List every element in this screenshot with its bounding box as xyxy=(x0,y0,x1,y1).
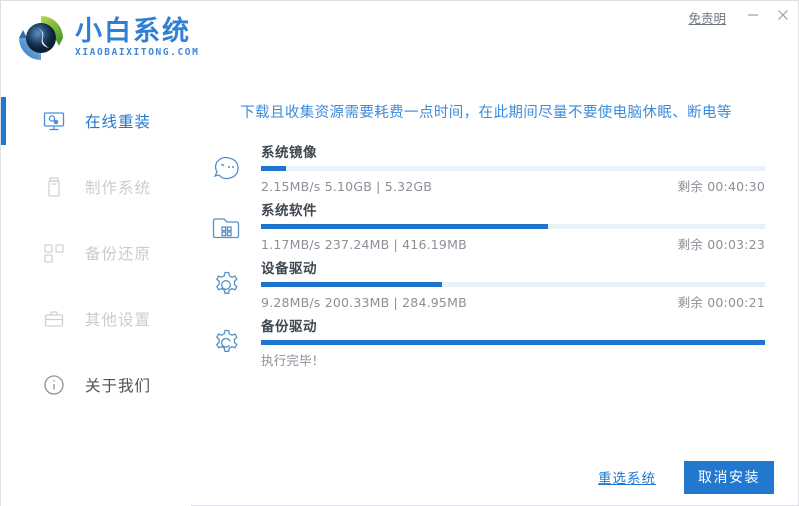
task-title: 系统软件 xyxy=(261,203,317,219)
progress-bar xyxy=(261,224,765,229)
task-remaining-time: 剩余 00:03:23 xyxy=(677,237,765,252)
sidebar-item-label: 备份还原 xyxy=(85,245,152,263)
main-panel: 下载且收集资源需要耗费一点时间，在此期间尽量不要使电脑休眠、断电等 系统镜像 xyxy=(191,81,798,506)
gear-refresh-icon xyxy=(203,320,249,366)
grid-blocks-icon xyxy=(41,240,67,266)
progress-bar-fill xyxy=(261,282,443,287)
download-notice: 下载且收集资源需要耗费一点时间，在此期间尽量不要使电脑休眠、断电等 xyxy=(240,105,732,121)
footer-actions: 重选系统 取消安装 xyxy=(1,449,798,505)
folder-apps-icon xyxy=(203,204,249,250)
sidebar-item-backup-restore[interactable]: 备份还原 xyxy=(1,238,191,268)
minimize-icon[interactable] xyxy=(738,1,768,29)
sidebar-item-label: 在线重装 xyxy=(85,113,152,131)
usb-drive-icon xyxy=(41,174,67,200)
sidebar-item-other-settings[interactable]: 其他设置 xyxy=(1,304,191,334)
progress-bar-fill xyxy=(261,224,549,229)
task-stats: 9.28MB/s 200.33MB | 284.95MB xyxy=(261,295,467,310)
task-row: 备份驱动 执行完毕！ xyxy=(191,317,798,375)
sidebar: 在线重装 制作系统 备份还原 xyxy=(1,81,191,506)
task-title: 设备驱动 xyxy=(261,261,317,277)
cancel-install-button[interactable]: 取消安装 xyxy=(684,460,774,494)
task-remaining-time: 剩余 00:40:30 xyxy=(677,179,765,194)
progress-bar xyxy=(261,166,765,171)
task-stats: 1.17MB/s 237.24MB | 416.19MB xyxy=(261,237,467,252)
brand-name-cn: 小白系统 xyxy=(75,16,191,47)
window-controls: 免责明 xyxy=(688,1,798,31)
progress-bar-fill xyxy=(261,166,287,171)
brand-circle-arrows-icon xyxy=(15,12,67,64)
progress-bar xyxy=(261,340,765,345)
monitor-icon xyxy=(41,108,67,134)
brand-domain: XIAOBAIXITONG.COM xyxy=(75,47,200,58)
sidebar-item-label: 其他设置 xyxy=(85,311,152,329)
disclaimer-link[interactable]: 免责明 xyxy=(688,11,726,26)
close-icon[interactable] xyxy=(768,1,798,29)
sidebar-item-make-system[interactable]: 制作系统 xyxy=(1,172,191,202)
task-stats: 2.15MB/s 5.10GB | 5.32GB xyxy=(261,179,433,194)
task-row: 设备驱动 9.28MB/s 200.33MB | 284.95MB 剩余 00:… xyxy=(191,259,798,317)
reselect-system-button[interactable]: 重选系统 xyxy=(598,471,656,487)
task-row: 系统镜像 2.15MB/s 5.10GB | 5.32GB 剩余 00:40:3… xyxy=(191,143,798,201)
active-indicator-bar xyxy=(1,97,6,145)
task-title: 备份驱动 xyxy=(261,319,317,335)
sidebar-item-about-us[interactable]: 关于我们 xyxy=(1,370,191,400)
task-stats: 执行完毕！ xyxy=(261,353,325,368)
toolbox-icon xyxy=(41,306,67,332)
task-remaining-time: 剩余 00:00:21 xyxy=(677,295,765,310)
sidebar-item-online-reinstall[interactable]: 在线重装 xyxy=(1,97,191,145)
ghost-image-icon xyxy=(203,146,249,192)
progress-bar-fill xyxy=(261,340,765,345)
app-logo: 小白系统 XIAOBAIXITONG.COM xyxy=(15,12,199,64)
sidebar-item-label: 制作系统 xyxy=(85,179,152,197)
task-row: 系统软件 1.17MB/s 237.24MB | 416.19MB 剩余 00:… xyxy=(191,201,798,259)
info-circle-icon xyxy=(41,372,67,398)
download-task-list: 系统镜像 2.15MB/s 5.10GB | 5.32GB 剩余 00:40:3… xyxy=(191,143,798,375)
progress-bar xyxy=(261,282,765,287)
title-bar: 小白系统 XIAOBAIXITONG.COM 免责明 xyxy=(1,1,798,81)
task-title: 系统镜像 xyxy=(261,145,317,161)
gear-icon xyxy=(203,262,249,308)
sidebar-item-label: 关于我们 xyxy=(85,377,152,395)
